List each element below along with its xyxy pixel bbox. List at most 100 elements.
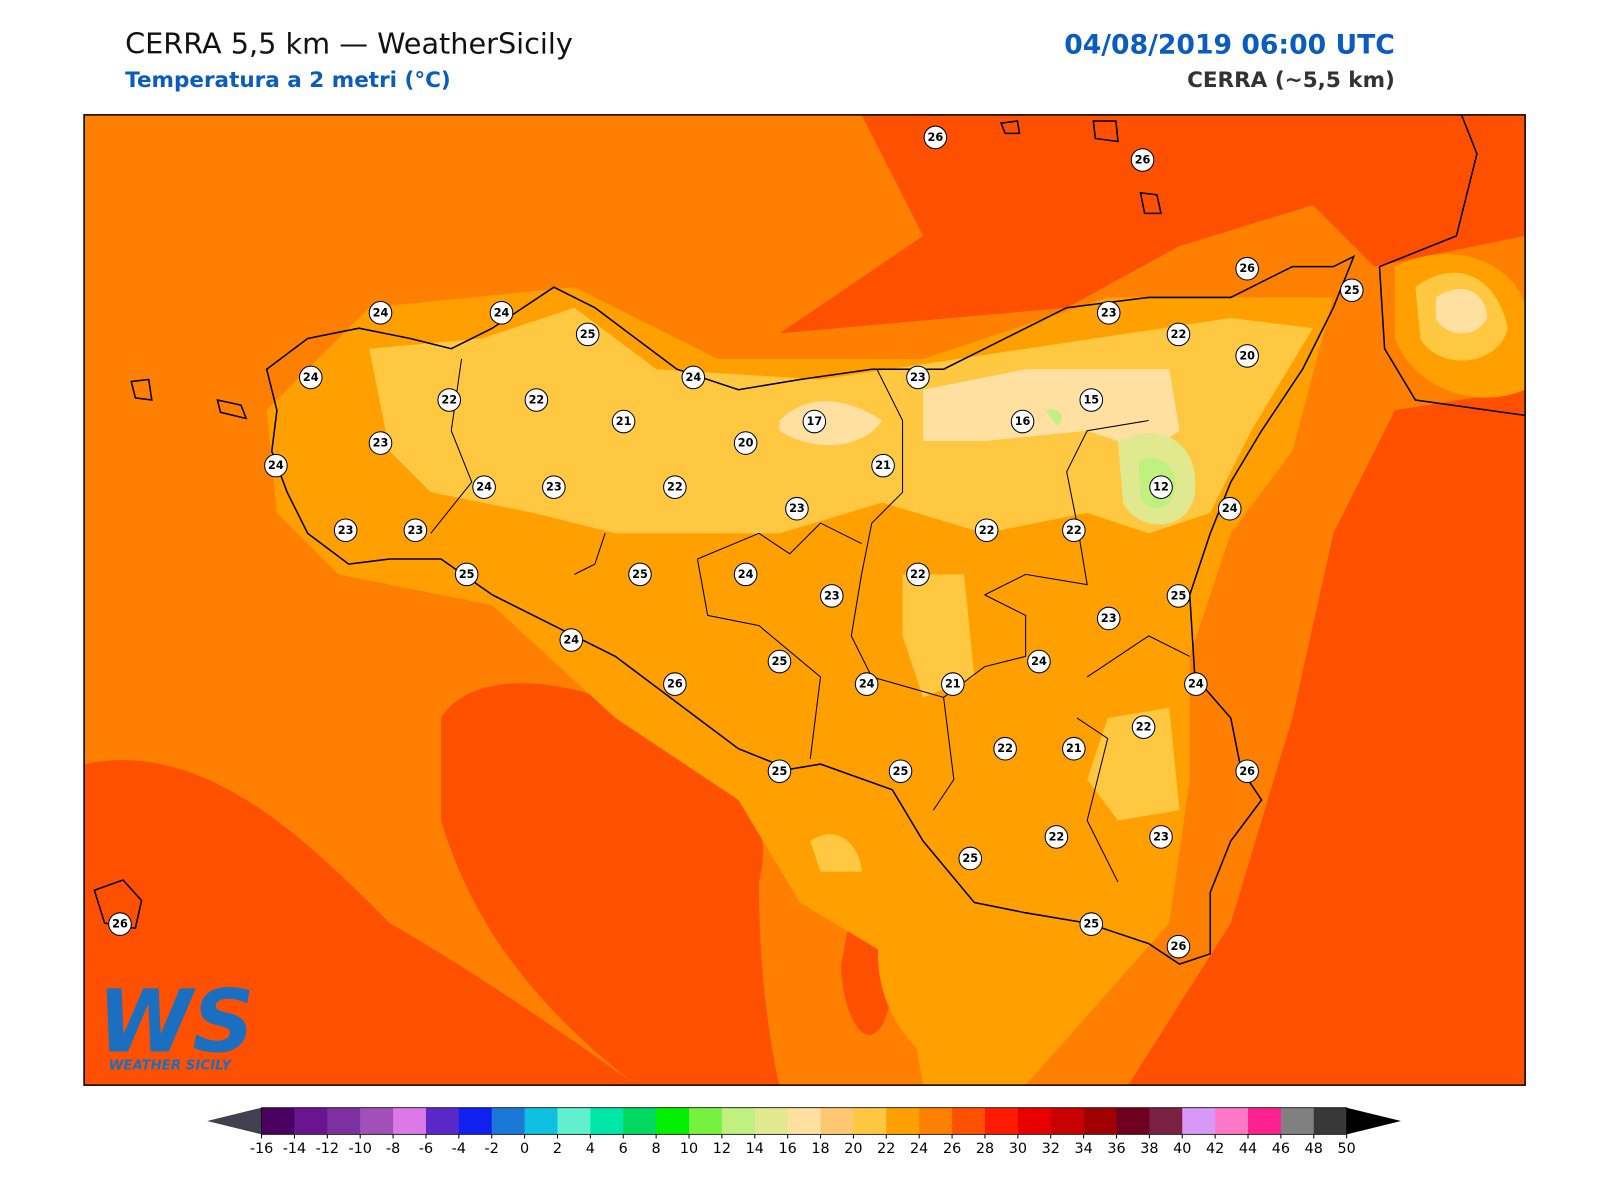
station-value: 25: [580, 328, 596, 341]
colorbar-tick-label: 26: [943, 1141, 961, 1157]
colorbar: -16 -14 -12 -10 -8 -6 -4 -2 0 2 4 6 8 10 12 14 16 18 20 22 2…: [207, 1107, 1402, 1157]
station-marker: [854, 672, 879, 696]
station-marker: [472, 475, 496, 499]
logo: WS WEATHER SICILY: [97, 972, 254, 1073]
colorbar-tick-label: 6: [619, 1141, 628, 1157]
station: 25: [454, 562, 479, 587]
station-value: 20: [738, 437, 754, 450]
station-value: 22: [441, 394, 457, 407]
station-marker: [663, 475, 687, 499]
colorbar-segment: [1017, 1107, 1052, 1135]
station: 22: [993, 736, 1017, 761]
colorbar-tick-label: 10: [680, 1141, 698, 1157]
station-marker: [802, 409, 827, 434]
colorbar-segment: [623, 1107, 657, 1135]
station: 21: [1062, 736, 1086, 761]
colorbar-tick-label: -12: [316, 1141, 339, 1157]
station-value: 22: [910, 568, 926, 581]
station-marker: [733, 562, 758, 587]
colorbar-tick-label: -16: [250, 1141, 273, 1157]
colorbar-segment: [524, 1107, 558, 1135]
station-marker: [1062, 518, 1086, 543]
station: 22: [524, 388, 549, 412]
colorbar-segment: [1050, 1107, 1085, 1135]
station-marker: [108, 912, 132, 936]
colorbar-segment: [689, 1107, 723, 1135]
station-marker: [941, 672, 965, 696]
station-marker: [542, 475, 566, 499]
station-value: 24: [373, 306, 389, 319]
colorbar-tick-label: 40: [1173, 1141, 1191, 1157]
station: 26: [108, 912, 132, 936]
station-marker: [1149, 475, 1173, 499]
station-value: 24: [494, 306, 510, 319]
station: 24: [854, 672, 879, 696]
station-marker: [767, 759, 792, 784]
station-value: 24: [685, 371, 701, 384]
station-marker: [906, 562, 930, 587]
station: 23: [1149, 825, 1173, 849]
colorbar-tick-label: 22: [877, 1141, 895, 1157]
colorbar-segment: [853, 1107, 887, 1135]
colorbar-tick-label: 16: [779, 1141, 797, 1157]
station-value: 23: [789, 502, 805, 515]
station-marker: [1079, 912, 1104, 936]
colorbar-tick-label: 28: [976, 1141, 994, 1157]
station-value: 24: [563, 634, 579, 647]
station: 24: [1184, 672, 1208, 696]
station: 24: [298, 365, 323, 390]
station-value: 24: [1188, 678, 1204, 691]
station-value: 24: [1222, 502, 1238, 515]
logo-letters: WS: [97, 972, 254, 1072]
colorbar-segment: [1313, 1107, 1348, 1135]
colorbar-tick-label: 50: [1338, 1141, 1356, 1157]
colorbar-segment: [1083, 1107, 1118, 1135]
station-marker: [1235, 344, 1259, 368]
station-value: 24: [1031, 655, 1047, 668]
station-marker: [524, 388, 549, 412]
station: 22: [906, 562, 930, 587]
station-value: 25: [893, 765, 909, 778]
station-marker: [1339, 278, 1364, 303]
station: 22: [1166, 322, 1191, 347]
station-value: 22: [667, 481, 683, 494]
colorbar-tick-label: 20: [844, 1141, 862, 1157]
colorbar-tick-label: 18: [811, 1141, 829, 1157]
station-value: 26: [1239, 262, 1255, 275]
station-marker: [1027, 649, 1051, 674]
station: 24: [472, 475, 496, 499]
colorbar-tick-label: 30: [1009, 1141, 1027, 1157]
station-marker: [1184, 672, 1208, 696]
station-value: 21: [616, 415, 632, 428]
station-value: 22: [529, 394, 545, 407]
station-marker: [437, 388, 462, 412]
station: 26: [1235, 256, 1259, 281]
station-marker: [1044, 825, 1069, 849]
station-value: 22: [979, 524, 995, 537]
station: 26: [1130, 148, 1155, 172]
station-value: 26: [1135, 154, 1151, 167]
station-marker: [628, 562, 652, 587]
station-value: 25: [459, 568, 475, 581]
station-value: 20: [1239, 349, 1255, 362]
station: 24: [733, 562, 758, 587]
station-value: 17: [807, 415, 823, 428]
station-value: 24: [303, 371, 319, 384]
station: 23: [403, 518, 428, 543]
colorbar-segment: [952, 1107, 986, 1135]
colorbar-segment: [820, 1107, 854, 1135]
colorbar-segment: [1248, 1107, 1282, 1135]
station: 23: [333, 518, 358, 543]
colorbar-tick-label: -10: [348, 1141, 371, 1157]
colorbar-tick-label: 34: [1074, 1141, 1092, 1157]
station-value: 25: [772, 655, 788, 668]
station: 24: [489, 301, 514, 325]
station: 24: [1217, 496, 1242, 521]
station: 25: [628, 562, 652, 587]
colorbar-extend-high: [1346, 1107, 1402, 1135]
station-value: 16: [1015, 415, 1031, 428]
station-marker: [819, 584, 844, 608]
station: 23: [1096, 301, 1121, 325]
station-value: 22: [1171, 328, 1187, 341]
